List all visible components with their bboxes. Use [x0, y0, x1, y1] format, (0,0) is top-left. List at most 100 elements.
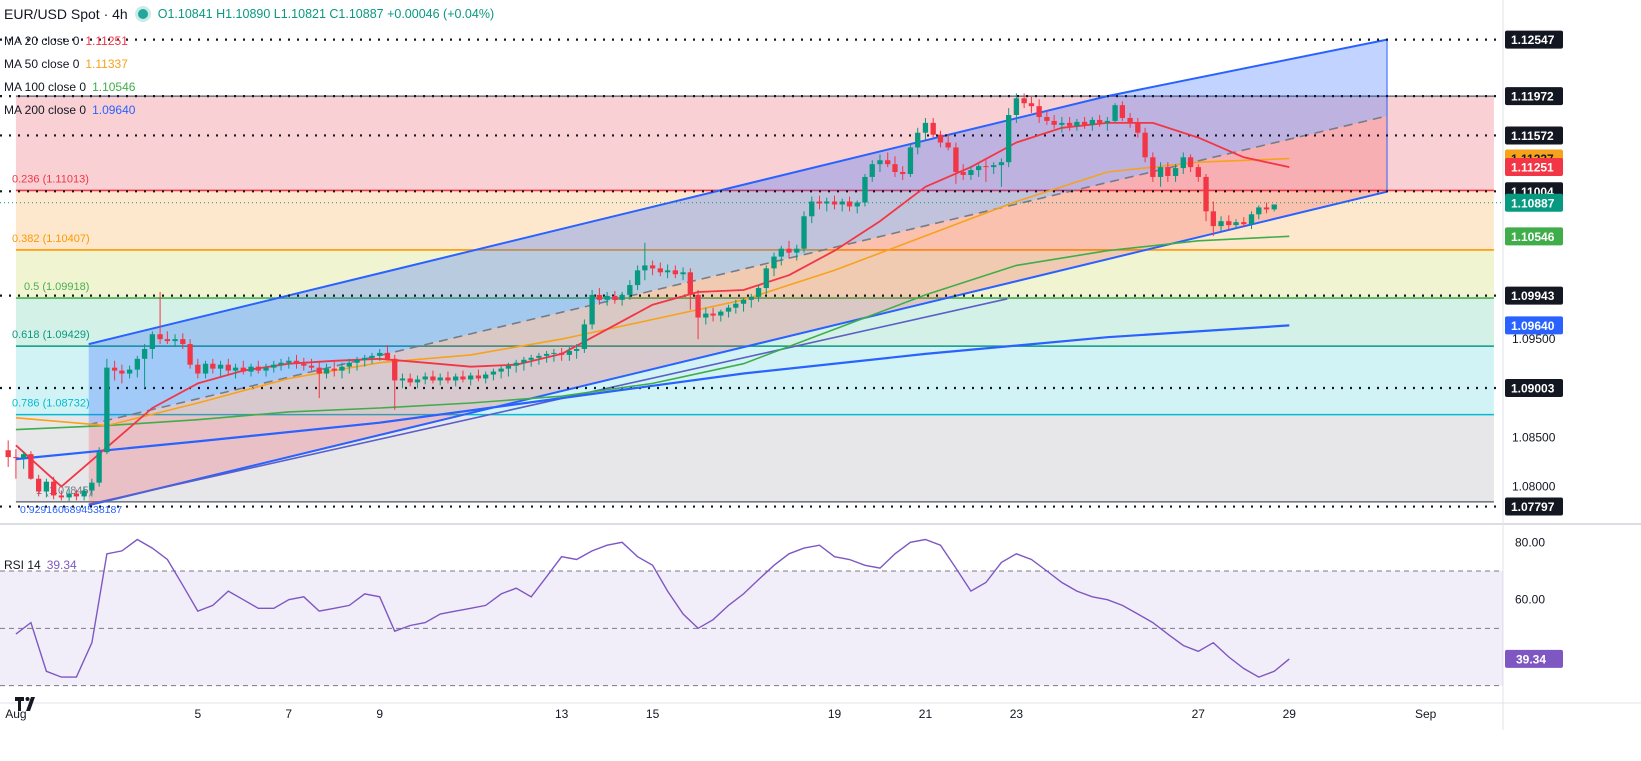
candle-body — [316, 367, 322, 374]
rsi-value-label: 39.34 — [1505, 649, 1563, 668]
candle — [1096, 115, 1103, 127]
candle — [915, 127, 921, 155]
candle — [778, 245, 784, 266]
candle-body — [998, 162, 1005, 166]
candle — [680, 267, 686, 281]
candle — [1081, 116, 1088, 129]
price-label-box — [1505, 286, 1563, 305]
ma50-legend[interactable]: MA 50 close 0 1.11337 — [4, 57, 128, 71]
price-label-box — [1505, 30, 1563, 49]
candle — [733, 299, 739, 314]
rsi-legend-value: 39.34 — [46, 558, 77, 572]
candle-body — [377, 352, 383, 356]
candle-body — [134, 358, 140, 370]
candle-body — [930, 122, 936, 135]
candle-body — [323, 368, 330, 374]
candle-body — [1059, 122, 1065, 125]
candle — [271, 360, 277, 373]
candle-body — [816, 201, 823, 204]
candle-body — [558, 352, 565, 355]
candle — [573, 344, 580, 359]
candle — [1241, 217, 1247, 228]
candle — [536, 352, 542, 365]
price-label-box — [1505, 316, 1563, 335]
candle — [66, 488, 72, 502]
price-label-ma200: 1.09640 — [1505, 316, 1563, 335]
candle — [111, 360, 118, 381]
candle-body — [414, 379, 421, 383]
candle — [51, 476, 57, 500]
candle — [422, 372, 428, 385]
candle-body — [498, 368, 504, 372]
price-label-text: 1.11572 — [1511, 129, 1554, 143]
rsi-legend[interactable]: RSI 14 39.34 — [4, 558, 77, 572]
price-label-ma100: 1.10546 — [1505, 227, 1563, 246]
candle-body — [1051, 120, 1057, 125]
candle-body — [854, 202, 860, 207]
rsi-legend-label: RSI 14 — [4, 558, 41, 572]
candle — [104, 358, 110, 455]
candle — [589, 289, 595, 330]
price-tick-label: 1.09500 — [1512, 332, 1556, 346]
candle-body — [687, 272, 693, 295]
candle — [968, 166, 974, 180]
candle — [81, 486, 87, 501]
symbol-title[interactable]: EUR/USD Spot · 4h — [4, 6, 128, 22]
candle — [490, 368, 497, 381]
time-tick-label: 19 — [828, 707, 842, 721]
candle-body — [846, 201, 853, 207]
candle — [1248, 211, 1255, 230]
candle-body — [824, 201, 830, 204]
candle — [13, 449, 19, 479]
candle — [1233, 219, 1239, 230]
candle-body — [763, 268, 769, 289]
candle — [755, 285, 762, 302]
ma200-line — [15, 324, 1290, 461]
candle — [157, 291, 163, 345]
candle-body — [1081, 121, 1088, 125]
candle — [846, 196, 853, 212]
candle-body — [695, 294, 701, 318]
candle-body — [263, 367, 269, 371]
candle — [1036, 99, 1042, 123]
candle — [1157, 162, 1164, 187]
candle — [1271, 204, 1277, 212]
candle-body — [240, 367, 246, 372]
candle-body — [521, 359, 527, 363]
candle — [141, 344, 148, 389]
fib-label-0.382: 0.382 (1.10407) — [12, 233, 90, 245]
candle — [983, 160, 989, 182]
candle — [1263, 202, 1270, 214]
candle — [460, 370, 466, 383]
price-label-last: 1.10887 — [1505, 193, 1563, 212]
candle-body — [286, 360, 292, 363]
candle-body — [331, 368, 337, 371]
candle — [869, 160, 875, 182]
price-label-box — [1505, 193, 1563, 212]
candle-body — [831, 201, 838, 205]
candle — [604, 291, 610, 306]
tradingview-logo-icon[interactable] — [14, 694, 40, 712]
candle — [1203, 173, 1209, 222]
price-label-plain: 1.09003 — [1505, 378, 1563, 397]
candle — [346, 358, 352, 374]
fib-zone-0.5 — [15, 298, 1494, 347]
candle-body — [1271, 204, 1277, 210]
candle-body — [1119, 105, 1126, 118]
candle-body — [13, 457, 19, 459]
candle-body — [794, 248, 800, 253]
ma50-line — [15, 157, 1290, 427]
candle — [414, 375, 421, 389]
candle — [566, 347, 573, 361]
rsi-tick-label: 60.00 — [1515, 593, 1545, 607]
candle — [202, 360, 209, 379]
candle-body — [627, 285, 633, 295]
candle-body — [619, 294, 625, 300]
candle-body — [1157, 167, 1164, 177]
candle — [5, 440, 11, 467]
ma200-legend[interactable]: MA 200 close 0 1.09640 — [4, 103, 135, 117]
ma20-legend[interactable]: MA 20 close 0 1.11251 — [4, 34, 128, 48]
candle — [1074, 118, 1080, 131]
candle — [960, 164, 966, 180]
ma100-legend[interactable]: MA 100 close 0 1.10546 — [4, 80, 135, 94]
